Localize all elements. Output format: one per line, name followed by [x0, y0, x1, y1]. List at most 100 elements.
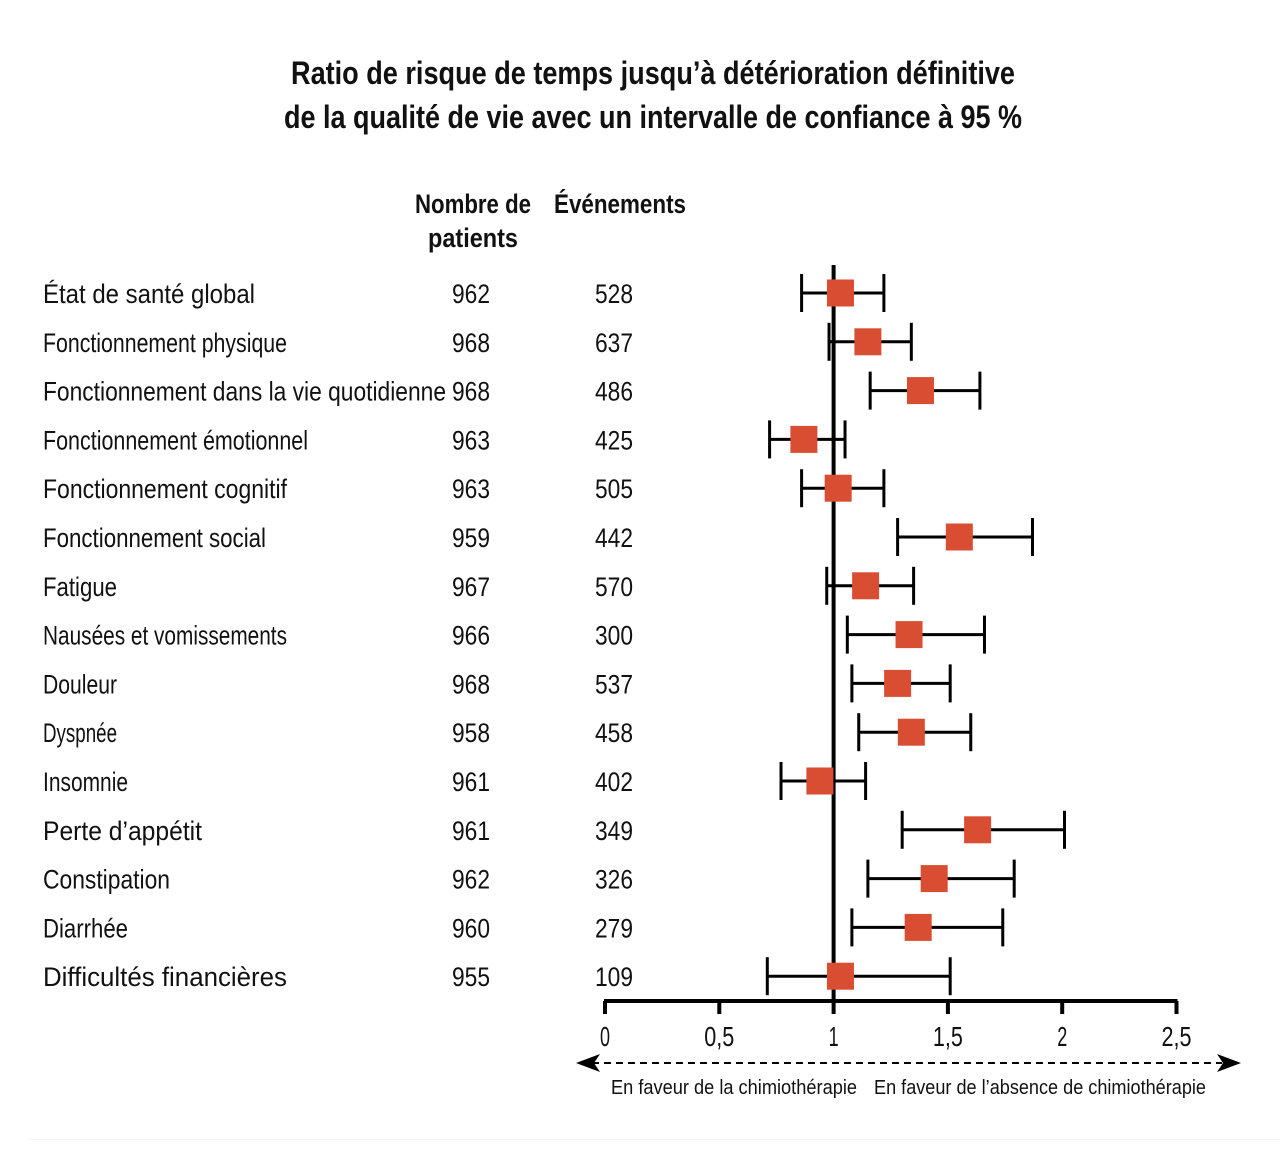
left-arrowhead-icon [576, 1054, 600, 1072]
events-count: 425 [595, 425, 633, 455]
x-tick-label: 2 [1057, 1021, 1067, 1052]
table-row: Nausées et vomissements 966 300 [43, 621, 633, 651]
table-row: Constipation 962 326 [43, 865, 633, 895]
row-label: Fatigue [43, 572, 117, 602]
row-label: Constipation [43, 865, 170, 895]
hazard-ratio-marker [897, 718, 925, 746]
ci-mark [779, 762, 868, 800]
direction-arrow: En faveur de la chimiothérapie En faveur… [576, 1054, 1241, 1099]
events-count: 326 [595, 865, 633, 895]
row-label: Perte d’appétit [43, 816, 202, 846]
hazard-ratio-marker [806, 767, 834, 795]
ci-mark [827, 322, 913, 361]
patients-count: 955 [452, 962, 490, 992]
chart-title: Ratio de risque de temps jusqu’à détério… [284, 55, 1022, 135]
ci-mark [825, 566, 916, 605]
ci-mark [850, 664, 952, 703]
chart-title-line-1: Ratio de risque de temps jusqu’à détério… [291, 55, 1015, 91]
patients-count: 959 [452, 523, 490, 553]
hazard-ratio-marker [826, 962, 854, 990]
table-row: Dyspnée 958 458 [43, 718, 633, 748]
row-label: Douleur [43, 669, 117, 699]
patients-count: 960 [452, 913, 490, 943]
table-row: Perte d’appétit 961 349 [43, 816, 633, 846]
table-row: Difficultés financières 955 109 [43, 962, 633, 992]
row-label: Dyspnée [43, 718, 117, 748]
ci-mark [857, 713, 973, 752]
hazard-ratio-marker [895, 621, 923, 649]
column-headers: Nombre de patients Événements [415, 188, 686, 253]
table-row: Insomnie 961 402 [43, 767, 633, 797]
events-count: 570 [595, 572, 633, 602]
right-arrowhead-icon [1217, 1054, 1241, 1072]
events-count: 537 [595, 669, 633, 699]
row-label: Difficultés financières [43, 962, 287, 992]
x-tick-label: 0,5 [704, 1021, 734, 1052]
patients-count: 962 [452, 279, 490, 309]
ci-mark [900, 810, 1066, 849]
hazard-ratio-marker [790, 425, 818, 453]
table-row: Diarrhée 960 279 [43, 913, 633, 943]
row-label: Nausées et vomissements [43, 621, 287, 651]
patients-count: 961 [452, 767, 490, 797]
ci-mark [868, 371, 982, 410]
hazard-ratio-marker [906, 377, 934, 405]
row-label: Fonctionnement dans la vie quotidienne [43, 377, 446, 407]
events-count: 300 [595, 621, 633, 651]
events-count: 279 [595, 913, 633, 943]
row-label: Fonctionnement physique [43, 328, 287, 358]
events-header: Événements [554, 188, 686, 219]
patients-count: 963 [452, 474, 490, 504]
ci-mark [896, 518, 1034, 556]
hazard-ratio-marker [826, 279, 854, 307]
events-count: 458 [595, 718, 633, 748]
row-label: Fonctionnement cognitif [43, 474, 287, 504]
patients-count: 958 [452, 718, 490, 748]
x-tick-label: 2,5 [1162, 1021, 1192, 1052]
patients-count: 961 [452, 816, 490, 846]
hazard-ratio-marker [884, 669, 912, 697]
table-row: Fonctionnement cognitif 963 505 [43, 474, 633, 504]
x-tick-label: 1,5 [933, 1021, 963, 1052]
events-count: 402 [595, 767, 633, 797]
table-row: État de santé global 962 528 [43, 279, 633, 309]
row-label: État de santé global [43, 279, 255, 309]
marks-layer [765, 265, 1066, 1001]
row-label: Insomnie [43, 767, 128, 797]
patients-count: 966 [452, 621, 490, 651]
footer-divider [28, 1139, 1280, 1140]
events-count: 486 [595, 377, 633, 407]
x-tick-label: 1 [829, 1021, 839, 1052]
table-row: Fonctionnement physique 968 637 [43, 328, 633, 358]
hazard-ratio-marker [904, 913, 932, 941]
table-row: Fonctionnement social 959 442 [43, 523, 633, 553]
row-label: Fonctionnement émotionnel [43, 425, 308, 455]
ci-mark [800, 274, 886, 312]
patients-count: 968 [452, 377, 490, 407]
patients-header-line-1: Nombre de [415, 189, 531, 219]
row-label: Fonctionnement social [43, 523, 266, 553]
events-count: 349 [595, 816, 633, 846]
patients-count: 963 [452, 425, 490, 455]
table-row: Fonctionnement émotionnel 963 425 [43, 425, 633, 455]
hazard-ratio-marker [854, 328, 882, 356]
row-label: Diarrhée [43, 913, 128, 943]
events-count: 442 [595, 523, 633, 553]
hazard-ratio-marker [920, 865, 948, 893]
ci-mark [845, 615, 986, 654]
events-count: 109 [595, 962, 633, 992]
x-tick-label: 0 [600, 1021, 610, 1052]
events-count: 528 [595, 279, 633, 309]
hazard-ratio-marker [964, 816, 992, 844]
hazard-ratio-marker [945, 523, 973, 551]
events-count: 505 [595, 474, 633, 504]
ci-mark [866, 859, 1016, 898]
patients-count: 968 [452, 328, 490, 358]
patients-count: 968 [452, 669, 490, 699]
hazard-ratio-marker [824, 474, 852, 502]
table-row: Douleur 968 537 [43, 669, 633, 699]
ci-mark [850, 908, 1005, 947]
favors-chemo-label: En faveur de la chimiothérapie [611, 1077, 857, 1099]
patients-count: 967 [452, 572, 490, 602]
rows-layer: État de santé global 962 528 Fonctionnement… [43, 279, 633, 992]
